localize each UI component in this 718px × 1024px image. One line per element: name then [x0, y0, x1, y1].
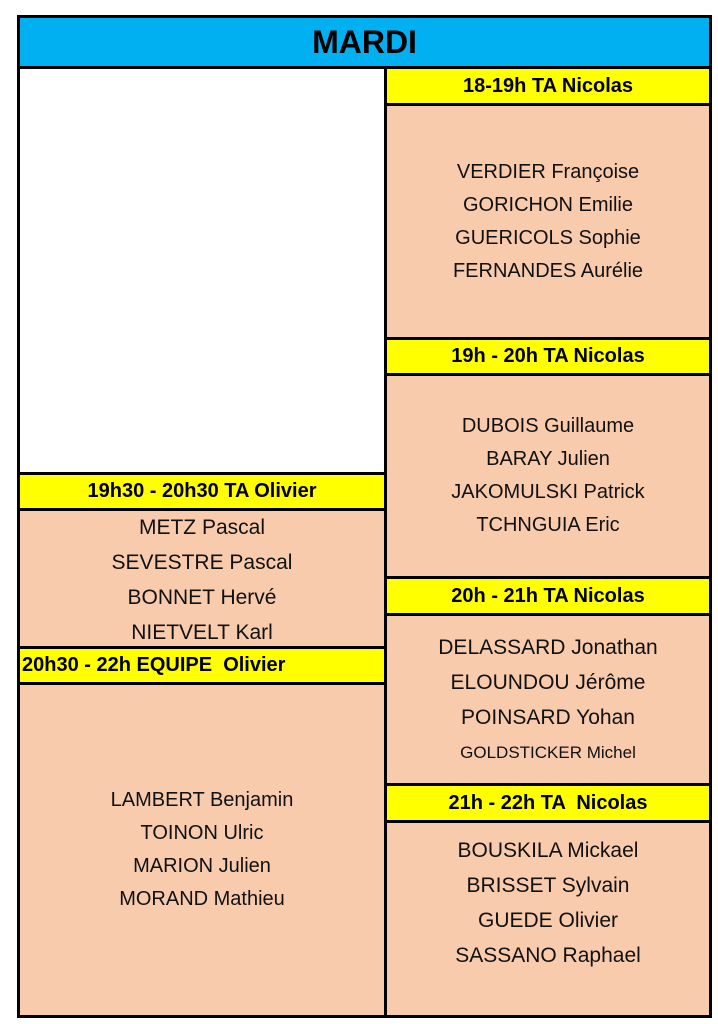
member-name: TCHNGUIA Eric	[476, 514, 620, 536]
member-name: DELASSARD Jonathan	[438, 635, 658, 659]
member-name: LAMBERT Benjamin	[110, 789, 294, 811]
member-name: MARION Julien	[133, 855, 271, 877]
member-name: METZ Pascal	[138, 515, 266, 539]
member-name: BARAY Julien	[486, 448, 610, 470]
slot-body-right-2: DUBOIS Guillaume BARAY Julien JAKOMULSKI…	[384, 373, 712, 579]
member-name: MORAND Mathieu	[119, 888, 285, 910]
member-name: ELOUNDOU Jérôme	[450, 670, 646, 694]
slot-header-right-3: 20h - 21h TA Nicolas	[384, 576, 712, 616]
member-name: BONNET Hervé	[127, 585, 277, 609]
member-name: DUBOIS Guillaume	[461, 415, 635, 437]
slot-header-right-1: 18-19h TA Nicolas	[384, 66, 712, 106]
member-name: JAKOMULSKI Patrick	[451, 481, 645, 503]
slot-header-right-4: 21h - 22h TA Nicolas	[384, 783, 712, 823]
member-name: SASSANO Raphael	[455, 944, 641, 967]
slot-header-left-2: 20h30 - 22h EQUIPE Olivier	[17, 646, 387, 685]
member-name: NIETVELT Karl	[131, 620, 273, 644]
slot-body-left-2: LAMBERT Benjamin TOINON Ulric MARION Jul…	[17, 682, 387, 1018]
slot-header-right-2: 19h - 20h TA Nicolas	[384, 337, 712, 376]
slot-body-left-1: METZ Pascal SEVESTRE Pascal BONNET Hervé…	[17, 508, 387, 649]
slot-body-right-1: VERDIER Françoise GORICHON Emilie GUERIC…	[384, 103, 712, 340]
member-name: GUERICOLS Sophie	[455, 226, 641, 249]
member-name: FERNANDES Aurélie	[452, 259, 644, 282]
empty-slot	[17, 66, 387, 475]
member-name: VERDIER Françoise	[456, 160, 640, 183]
slot-body-right-3: DELASSARD Jonathan ELOUNDOU Jérôme POINS…	[384, 613, 712, 786]
member-name: POINSARD Yohan	[461, 705, 635, 729]
member-name: BRISSET Sylvain	[466, 874, 630, 897]
slot-header-left-1: 19h30 - 20h30 TA Olivier	[17, 472, 387, 511]
member-name: BOUSKILA Mickael	[457, 839, 639, 862]
member-name: SEVESTRE Pascal	[111, 550, 293, 574]
member-name: GOLDSTICKER Michel	[460, 742, 636, 762]
member-name: GORICHON Emilie	[462, 193, 633, 216]
member-name: GUEDE Olivier	[477, 909, 619, 932]
member-name: TOINON Ulric	[140, 822, 264, 844]
slot-body-right-4: BOUSKILA Mickael BRISSET Sylvain GUEDE O…	[384, 820, 712, 1018]
day-title: MARDI	[17, 15, 712, 69]
